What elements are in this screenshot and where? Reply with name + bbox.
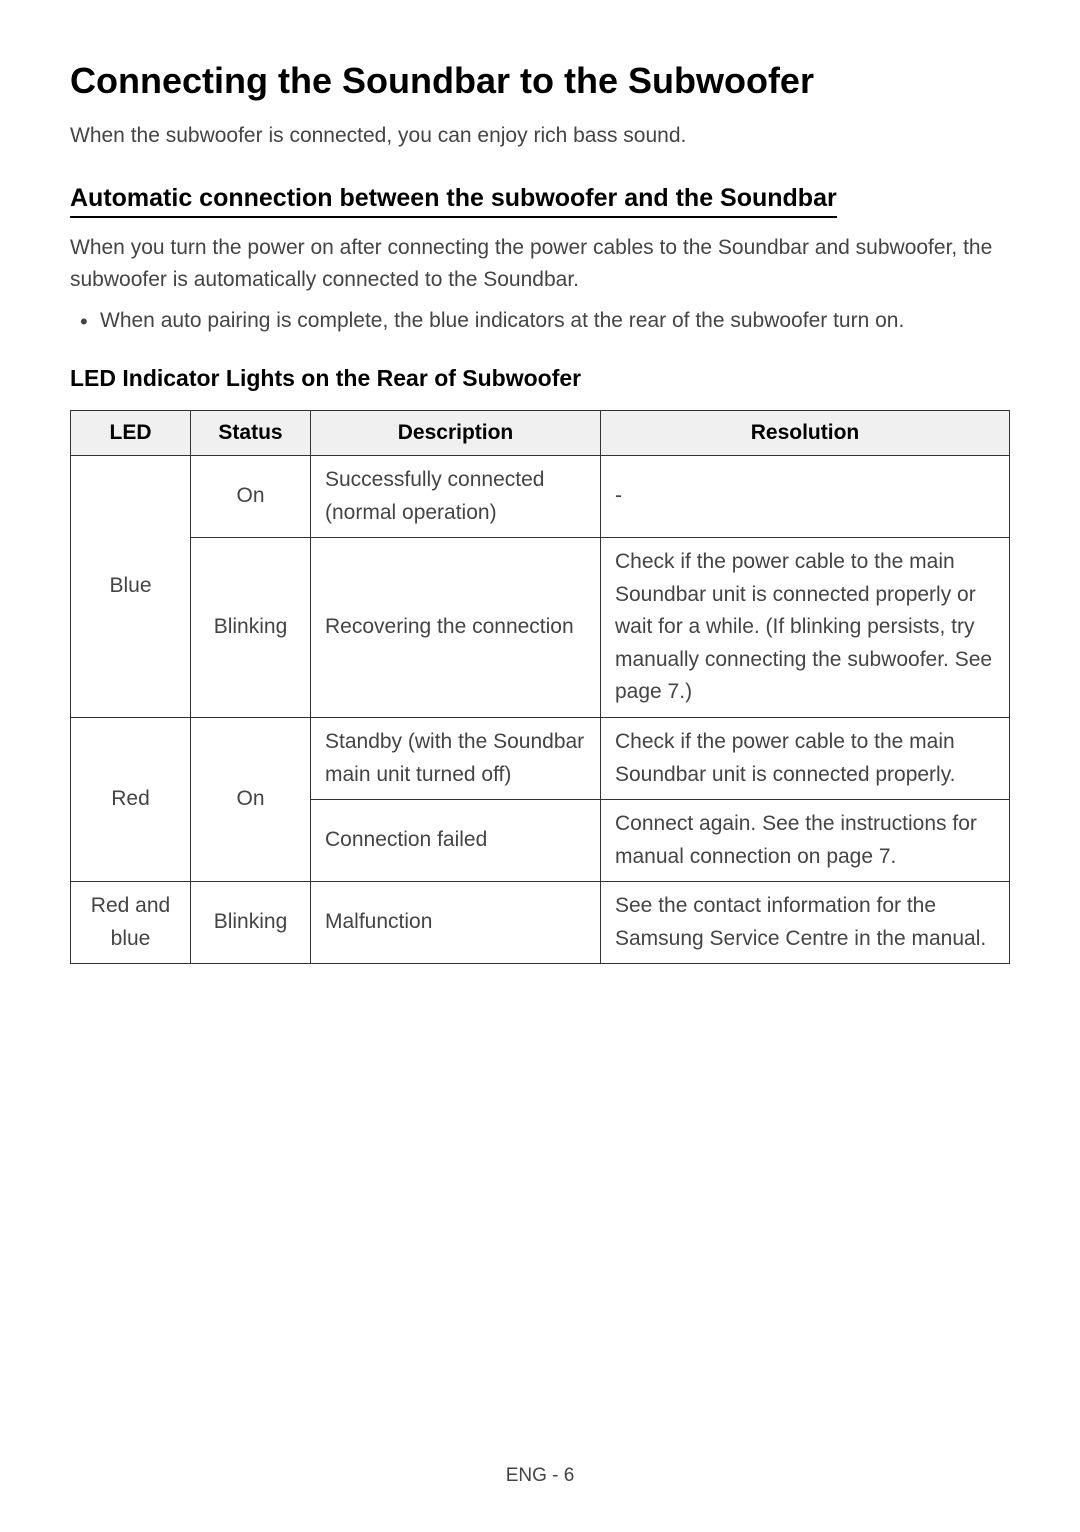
header-led: LED (71, 411, 191, 456)
cell-resolution: See the contact information for the Sams… (601, 882, 1010, 964)
cell-resolution: Check if the power cable to the main Sou… (601, 717, 1010, 799)
cell-description: Successfully connected (normal operation… (311, 456, 601, 538)
table-heading: LED Indicator Lights on the Rear of Subw… (70, 365, 1010, 392)
table-header-row: LED Status Description Resolution (71, 411, 1010, 456)
cell-led-blue: Blue (71, 456, 191, 718)
led-indicator-table: LED Status Description Resolution Blue O… (70, 410, 1010, 964)
table-row: Red On Standby (with the Soundbar main u… (71, 717, 1010, 799)
header-resolution: Resolution (601, 411, 1010, 456)
cell-led-redblue: Red and blue (71, 882, 191, 964)
cell-description: Recovering the connection (311, 538, 601, 718)
header-status: Status (191, 411, 311, 456)
cell-description: Connection failed (311, 800, 601, 882)
cell-status: On (191, 456, 311, 538)
header-description: Description (311, 411, 601, 456)
main-heading: Connecting the Soundbar to the Subwoofer (70, 60, 1010, 102)
cell-resolution: Connect again. See the instructions for … (601, 800, 1010, 882)
cell-status: On (191, 717, 311, 881)
cell-resolution: - (601, 456, 1010, 538)
cell-led-red: Red (71, 717, 191, 881)
table-row: Blue On Successfully connected (normal o… (71, 456, 1010, 538)
cell-description: Standby (with the Soundbar main unit tur… (311, 717, 601, 799)
table-row: Red and blue Blinking Malfunction See th… (71, 882, 1010, 964)
bullet-list: When auto pairing is complete, the blue … (70, 305, 1010, 338)
bullet-item: When auto pairing is complete, the blue … (100, 305, 1010, 338)
intro-text: When the subwoofer is connected, you can… (70, 120, 1010, 152)
body-text: When you turn the power on after connect… (70, 232, 1010, 297)
sub-heading: Automatic connection between the subwoof… (70, 184, 837, 218)
cell-resolution: Check if the power cable to the main Sou… (601, 538, 1010, 718)
cell-status: Blinking (191, 882, 311, 964)
cell-description: Malfunction (311, 882, 601, 964)
cell-status: Blinking (191, 538, 311, 718)
page-footer: ENG - 6 (0, 1465, 1080, 1487)
table-row: Blinking Recovering the connection Check… (71, 538, 1010, 718)
